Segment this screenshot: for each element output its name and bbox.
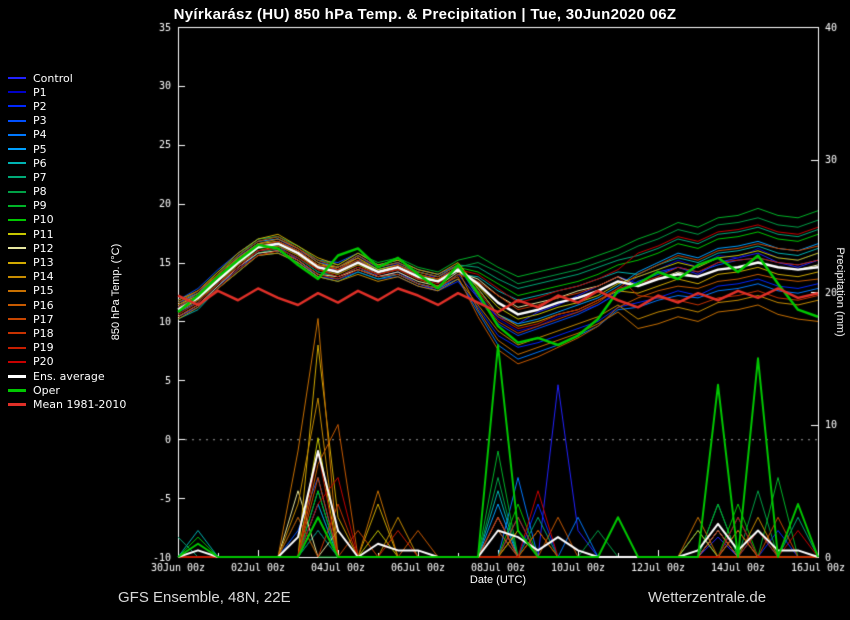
- legend-swatch: [8, 318, 26, 321]
- legend-swatch: [8, 218, 26, 221]
- legend-item-p2: P2: [8, 99, 126, 113]
- legend-label: P7: [33, 170, 47, 184]
- legend-label: P10: [33, 213, 54, 227]
- legend-item-control: Control: [8, 71, 126, 85]
- page-title: Nyírkarász (HU) 850 hPa Temp. & Precipit…: [173, 6, 677, 23]
- legend-item-p18: P18: [8, 326, 126, 340]
- y-axis-label-right: Precipitation (mm): [834, 247, 846, 337]
- legend-item-p19: P19: [8, 341, 126, 355]
- legend-swatch: [8, 304, 26, 307]
- legend-label: P8: [33, 185, 47, 199]
- footer-brand: Wetterzentrale.de: [648, 589, 767, 606]
- legend-swatch: [8, 360, 26, 363]
- legend-swatch: [8, 402, 26, 406]
- legend-item-p5: P5: [8, 142, 126, 156]
- legend-item-p8: P8: [8, 185, 126, 199]
- y-axis-label-left: 850 hPa Temp. (°C): [110, 243, 122, 341]
- legend-item-p6: P6: [8, 156, 126, 170]
- legend-label: Ens. average: [33, 369, 105, 383]
- legend-swatch: [8, 204, 26, 207]
- legend-swatch: [8, 233, 26, 236]
- legend-label: P11: [33, 227, 54, 241]
- legend-swatch: [8, 374, 26, 378]
- legend-item-p16: P16: [8, 298, 126, 312]
- legend-label: P16: [33, 298, 54, 312]
- legend-swatch: [8, 346, 26, 349]
- legend-item-mean-1981-2010: Mean 1981-2010: [8, 397, 127, 411]
- legend-swatch: [8, 275, 26, 278]
- legend-item-p13: P13: [8, 256, 126, 270]
- legend-label: P15: [33, 284, 54, 298]
- legend-swatch: [8, 261, 26, 264]
- legend-label: Oper: [33, 383, 60, 397]
- legend-item-p3: P3: [8, 114, 126, 128]
- legend-item-ens-average: Ens. average: [8, 369, 126, 383]
- legend-label: P13: [33, 256, 54, 270]
- legend-label: P1: [33, 85, 47, 99]
- legend-label: Mean 1981-2010: [33, 397, 127, 411]
- footer-model-info: GFS Ensemble, 48N, 22E: [118, 589, 291, 606]
- legend-label: P18: [33, 326, 54, 340]
- legend-label: P4: [33, 128, 47, 142]
- legend-label: P14: [33, 270, 54, 284]
- legend: Control P1 P2 P3 P4 P5 P6 P7 P8 P9 P10 P11 P12 P13 P14…: [8, 72, 126, 411]
- legend-item-p14: P14: [8, 270, 126, 284]
- legend-item-p12: P12: [8, 241, 126, 255]
- legend-swatch: [8, 77, 26, 80]
- legend-swatch: [8, 176, 26, 179]
- legend-item-p9: P9: [8, 199, 126, 213]
- legend-item-p4: P4: [8, 128, 126, 142]
- legend-swatch: [8, 148, 26, 151]
- legend-label: P6: [33, 156, 47, 170]
- legend-swatch: [8, 190, 26, 193]
- legend-swatch: [8, 247, 26, 250]
- legend-label: P2: [33, 99, 47, 113]
- legend-swatch: [8, 162, 26, 165]
- legend-item-p17: P17: [8, 312, 126, 326]
- legend-swatch: [8, 332, 26, 335]
- legend-item-p10: P10: [8, 213, 126, 227]
- legend-label: P19: [33, 341, 54, 355]
- legend-label: P12: [33, 241, 54, 255]
- legend-label: Control: [33, 71, 73, 85]
- legend-swatch: [8, 119, 26, 122]
- legend-swatch: [8, 105, 26, 108]
- legend-label: P5: [33, 142, 47, 156]
- legend-label: P20: [33, 355, 54, 369]
- legend-item-p1: P1: [8, 85, 126, 99]
- legend-item-p20: P20: [8, 355, 126, 369]
- legend-item-p7: P7: [8, 170, 126, 184]
- legend-label: P17: [33, 312, 54, 326]
- x-axis-label: Date (UTC): [469, 574, 527, 586]
- legend-swatch: [8, 91, 26, 94]
- legend-swatch: [8, 388, 26, 392]
- legend-swatch: [8, 133, 26, 136]
- legend-swatch: [8, 289, 26, 292]
- legend-item-oper: Oper: [8, 383, 126, 397]
- legend-label: P9: [33, 199, 47, 213]
- legend-item-p11: P11: [8, 227, 126, 241]
- legend-item-p15: P15: [8, 284, 126, 298]
- legend-label: P3: [33, 114, 47, 128]
